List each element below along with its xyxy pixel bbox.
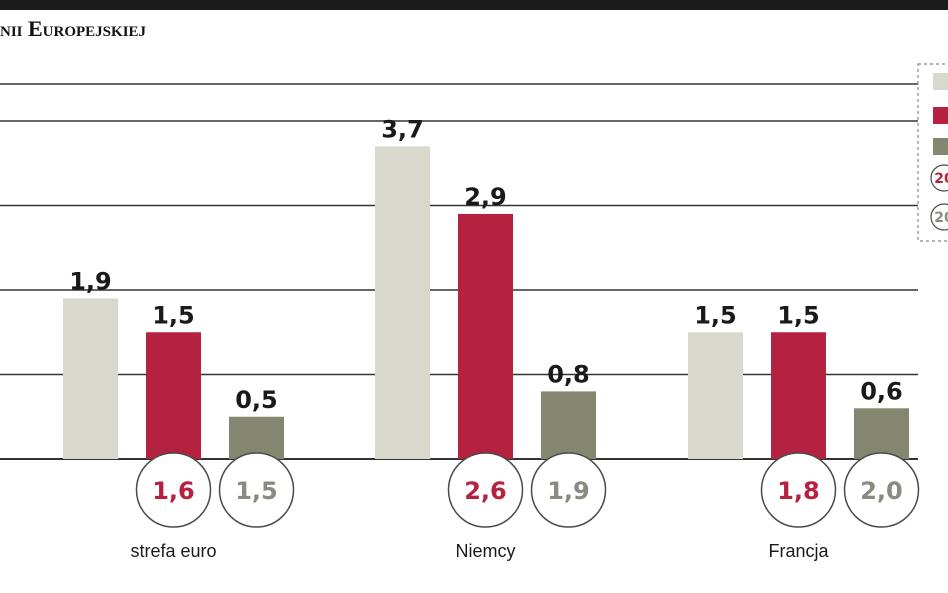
bar [771, 332, 826, 459]
category-label: Niemcy [455, 541, 515, 561]
top-bar [0, 0, 948, 10]
circle-label: 1,8 [777, 477, 820, 505]
bar [854, 408, 909, 459]
bar [229, 416, 284, 459]
data-label: 0,5 [235, 386, 278, 414]
legend: 2020 [917, 63, 948, 242]
circle-label: 1,6 [152, 477, 195, 505]
legend-circle-icon [930, 203, 948, 231]
bar [541, 391, 596, 459]
bar [688, 332, 743, 459]
circle-markers: 1,6 2,6 1,8 1,5 1,9 2,0 [135, 452, 920, 528]
circle-label: 1,9 [547, 477, 590, 505]
data-label: 1,5 [777, 301, 820, 329]
circle-marker [843, 452, 920, 528]
data-label: 3,7 [381, 115, 424, 143]
bar [375, 146, 430, 459]
circle-label: 1,5 [235, 477, 278, 505]
circle-marker [530, 452, 607, 528]
bars [63, 146, 909, 459]
data-label: 1,5 [152, 301, 195, 329]
bar [146, 332, 201, 459]
category-label: Francja [768, 541, 829, 561]
data-label: 1,9 [69, 267, 112, 295]
data-label: 2,9 [464, 183, 507, 211]
legend-swatch [933, 73, 948, 90]
circle-marker [135, 452, 212, 528]
data-label: 1,5 [694, 301, 737, 329]
circle-marker [218, 452, 295, 528]
circle-marker [447, 452, 524, 528]
legend-circle-text: 20 [934, 171, 948, 187]
circle-label: 2,0 [860, 477, 903, 505]
bar [458, 213, 513, 459]
circle-label: 2,6 [464, 477, 507, 505]
chart-title: nii Europejskiej [0, 16, 147, 41]
legend-swatch [933, 107, 948, 124]
legend-swatch [933, 138, 948, 155]
data-label: 0,6 [860, 377, 903, 405]
legend-circle-text: 20 [934, 210, 948, 226]
data-label: 0,8 [547, 360, 590, 388]
legend-circle-icon [930, 164, 948, 192]
category-label: strefa euro [130, 541, 216, 561]
category-labels: strefa euro Niemcy Francja [130, 541, 829, 561]
value-labels: 1,9 3,7 1,5 1,5 2,9 1,5 0,5 0,8 0,6 [69, 115, 903, 413]
circle-marker [760, 452, 837, 528]
bar [63, 298, 118, 459]
